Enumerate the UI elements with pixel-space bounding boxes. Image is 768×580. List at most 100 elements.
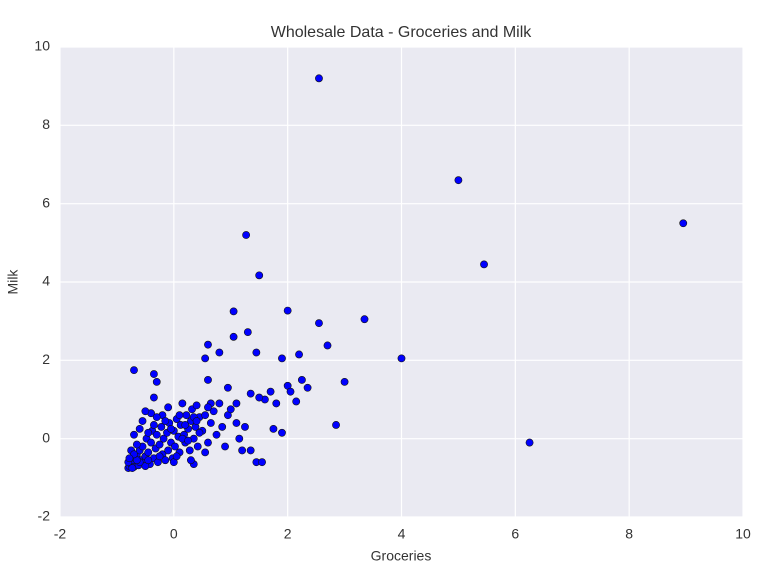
point <box>150 421 158 429</box>
chart-title: Wholesale Data - Groceries and Milk <box>271 24 533 41</box>
y-tick-label: 4 <box>42 273 50 289</box>
point <box>164 446 173 455</box>
point <box>255 271 264 280</box>
point <box>161 417 170 425</box>
point <box>215 399 224 408</box>
point <box>242 231 251 239</box>
point <box>144 448 153 457</box>
point <box>181 421 190 429</box>
point <box>130 366 138 375</box>
x-tick-label: 2 <box>284 526 292 542</box>
point <box>172 452 181 461</box>
point <box>128 464 137 472</box>
point <box>150 370 158 378</box>
point <box>303 383 312 392</box>
point <box>278 354 286 363</box>
point <box>323 341 332 350</box>
point <box>192 417 201 425</box>
point <box>295 350 303 359</box>
point <box>209 407 218 416</box>
point <box>332 421 340 429</box>
point <box>315 74 323 83</box>
point <box>141 407 150 416</box>
point <box>152 430 161 439</box>
point <box>212 430 221 439</box>
point <box>246 389 255 398</box>
y-tick-label: -2 <box>38 508 51 524</box>
point <box>204 340 212 349</box>
point <box>315 319 323 328</box>
point <box>201 448 210 457</box>
point <box>480 260 488 269</box>
point <box>246 446 255 455</box>
point <box>278 428 286 437</box>
point <box>204 438 212 447</box>
point <box>238 446 247 455</box>
y-axis-label: Milk <box>5 269 21 295</box>
point <box>161 456 170 465</box>
point <box>204 403 212 412</box>
point <box>229 307 238 316</box>
point <box>184 436 192 445</box>
point <box>525 438 534 447</box>
point <box>226 405 235 414</box>
point <box>175 411 184 420</box>
point <box>192 401 201 410</box>
point <box>135 424 144 433</box>
point <box>201 354 210 363</box>
point <box>185 446 194 455</box>
point <box>221 442 229 451</box>
point <box>201 411 210 420</box>
y-tick-label: 8 <box>42 116 50 132</box>
point <box>252 348 261 357</box>
x-axis-label: Groceries <box>371 548 432 564</box>
point <box>360 315 369 324</box>
point <box>232 399 241 408</box>
point <box>297 376 306 384</box>
point <box>454 176 463 185</box>
point <box>159 434 168 443</box>
point <box>218 423 227 431</box>
point <box>157 423 166 431</box>
y-tick-label: 2 <box>42 351 50 367</box>
point <box>164 403 173 412</box>
point <box>243 328 252 337</box>
point <box>187 456 195 465</box>
point <box>155 452 164 461</box>
point <box>138 417 147 425</box>
point <box>229 332 238 341</box>
point <box>235 434 244 443</box>
point <box>171 442 179 451</box>
point <box>182 411 191 420</box>
x-tick-label: 8 <box>625 526 633 542</box>
point <box>232 419 241 427</box>
point <box>178 399 187 408</box>
point <box>266 387 275 396</box>
y-tick-label: 0 <box>42 429 50 445</box>
point <box>193 442 202 451</box>
point <box>397 354 406 363</box>
y-tick-label: 10 <box>34 38 50 54</box>
point <box>132 440 141 449</box>
points <box>124 74 688 472</box>
point <box>283 306 292 315</box>
point <box>224 383 232 392</box>
point <box>195 428 204 437</box>
point <box>155 440 164 449</box>
point <box>215 348 224 357</box>
point <box>147 438 155 447</box>
point <box>255 393 264 402</box>
point <box>152 377 161 386</box>
x-tick-label: 6 <box>511 526 519 542</box>
y-tick-label: 6 <box>42 194 50 210</box>
point <box>292 397 301 406</box>
point <box>272 399 281 408</box>
point <box>144 428 153 437</box>
point <box>125 454 134 463</box>
point <box>152 413 161 422</box>
point <box>150 393 158 402</box>
point <box>241 423 249 431</box>
point <box>204 376 212 384</box>
point <box>130 430 138 439</box>
